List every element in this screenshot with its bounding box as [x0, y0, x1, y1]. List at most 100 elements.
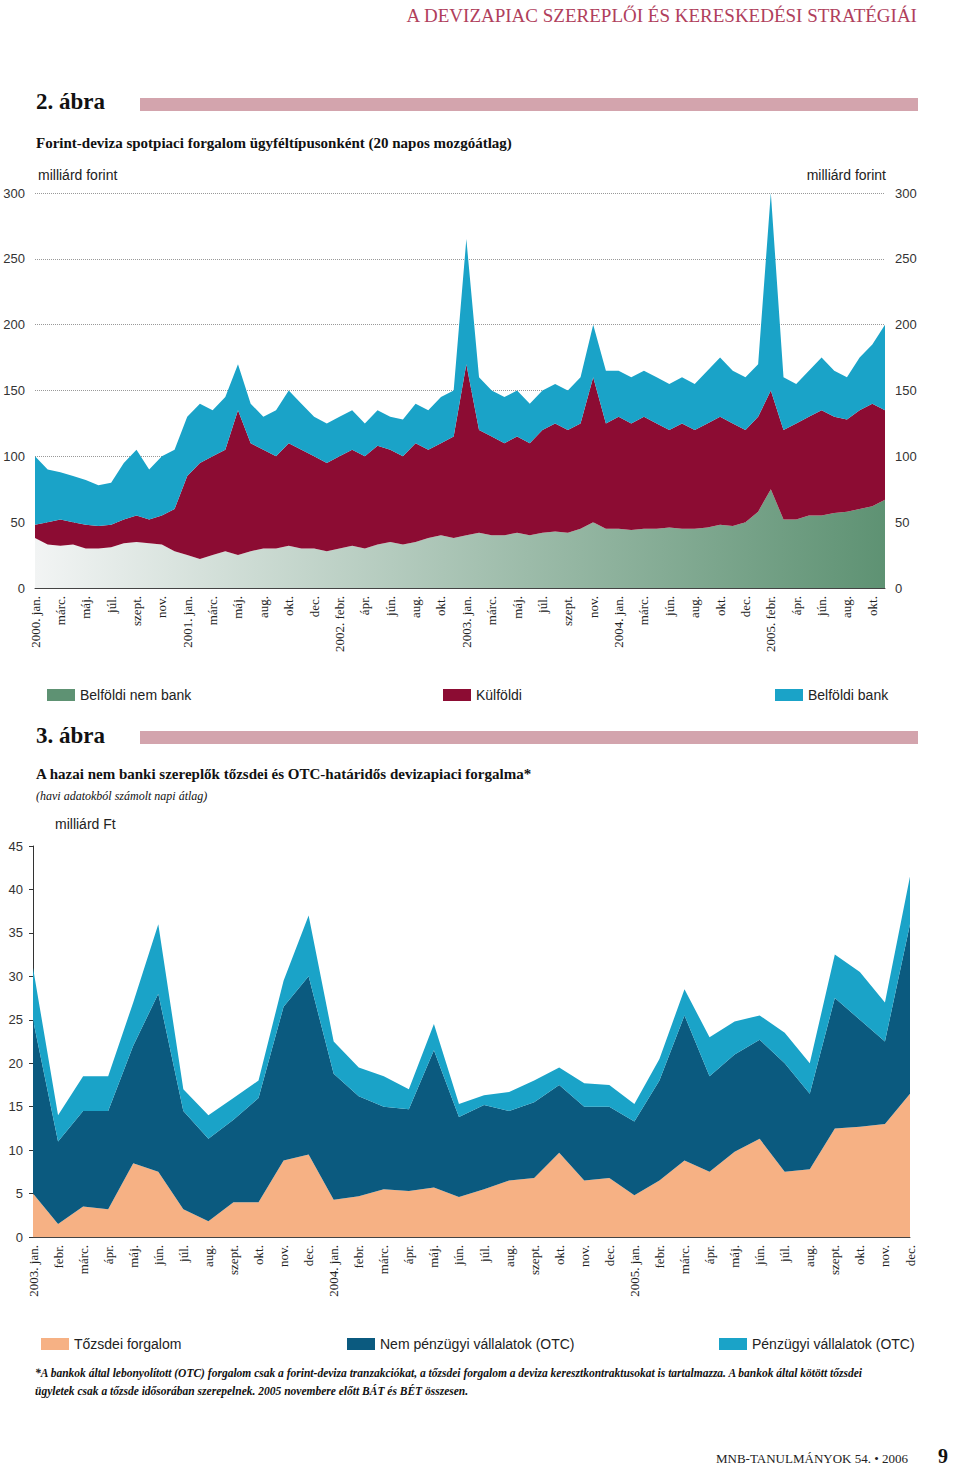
- svg-text:nov.: nov.: [586, 596, 601, 618]
- svg-text:nov.: nov.: [276, 1245, 291, 1267]
- svg-text:dec.: dec.: [602, 1245, 617, 1266]
- svg-text:2004. jan.: 2004. jan.: [611, 596, 626, 648]
- svg-text:50: 50: [895, 515, 909, 530]
- svg-text:nov.: nov.: [577, 1245, 592, 1267]
- svg-text:márc.: márc.: [677, 1245, 692, 1274]
- svg-text:aug.: aug.: [687, 596, 702, 618]
- svg-text:5: 5: [16, 1186, 23, 1201]
- svg-text:A hazai nem banki szereplők tő: A hazai nem banki szereplők tőzsdei és O…: [36, 766, 531, 782]
- svg-text:aug.: aug.: [408, 596, 423, 618]
- svg-text:jún.: jún.: [662, 596, 677, 617]
- svg-text:2002. febr.: 2002. febr.: [332, 596, 347, 652]
- svg-text:2. ábra: 2. ábra: [36, 89, 106, 114]
- svg-text:aug.: aug.: [802, 1245, 817, 1267]
- svg-text:júl.: júl.: [104, 596, 119, 614]
- svg-text:150: 150: [3, 383, 25, 398]
- svg-text:jún.: jún.: [151, 1245, 166, 1266]
- svg-text:jún.: jún.: [814, 596, 829, 617]
- svg-text:15: 15: [9, 1099, 23, 1114]
- svg-text:30: 30: [9, 969, 23, 984]
- svg-text:0: 0: [895, 581, 902, 596]
- svg-text:febr.: febr.: [351, 1245, 366, 1268]
- svg-text:2003. jan.: 2003. jan.: [459, 596, 474, 648]
- svg-text:okt.: okt.: [251, 1245, 266, 1265]
- svg-text:Pénzügyi vállalatok (OTC): Pénzügyi vállalatok (OTC): [752, 1336, 915, 1352]
- svg-text:júl.: júl.: [535, 596, 550, 614]
- svg-text:szept.: szept.: [827, 1245, 842, 1275]
- svg-text:máj.: máj.: [426, 1245, 441, 1268]
- svg-text:200: 200: [3, 317, 25, 332]
- svg-text:50: 50: [11, 515, 25, 530]
- svg-text:Külföldi: Külföldi: [476, 687, 522, 703]
- svg-text:nov.: nov.: [877, 1245, 892, 1267]
- svg-text:100: 100: [3, 449, 25, 464]
- svg-text:ápr.: ápr.: [401, 1245, 416, 1264]
- svg-text:szept.: szept.: [527, 1245, 542, 1275]
- svg-text:nov.: nov.: [154, 596, 169, 618]
- svg-text:ápr.: ápr.: [702, 1245, 717, 1264]
- svg-text:márc.: márc.: [484, 596, 499, 625]
- svg-text:aug.: aug.: [839, 596, 854, 618]
- svg-text:25: 25: [9, 1012, 23, 1027]
- svg-text:2005. jan.: 2005. jan.: [627, 1245, 642, 1297]
- svg-text:20: 20: [9, 1056, 23, 1071]
- svg-text:okt.: okt.: [552, 1245, 567, 1265]
- svg-text:MNB-TANULMÁNYOK 54. • 2006: MNB-TANULMÁNYOK 54. • 2006: [716, 1451, 909, 1466]
- svg-text:100: 100: [895, 449, 917, 464]
- svg-text:márc.: márc.: [636, 596, 651, 625]
- svg-text:szept.: szept.: [226, 1245, 241, 1275]
- svg-text:(havi adatokból számolt napi á: (havi adatokból számolt napi átlag): [36, 789, 207, 803]
- svg-text:máj.: máj.: [727, 1245, 742, 1268]
- svg-text:júl.: júl.: [176, 1245, 191, 1263]
- svg-text:250: 250: [3, 251, 25, 266]
- svg-text:milliárd forint: milliárd forint: [807, 167, 886, 183]
- svg-text:márc.: márc.: [205, 596, 220, 625]
- svg-text:febr.: febr.: [51, 1245, 66, 1268]
- svg-text:35: 35: [9, 925, 23, 940]
- svg-text:45: 45: [9, 839, 23, 854]
- svg-text:150: 150: [895, 383, 917, 398]
- svg-text:ápr.: ápr.: [357, 596, 372, 615]
- svg-text:máj.: máj.: [230, 596, 245, 619]
- svg-text:dec.: dec.: [738, 596, 753, 617]
- svg-text:jún.: jún.: [383, 596, 398, 617]
- svg-text:3. ábra: 3. ábra: [36, 723, 106, 748]
- svg-text:200: 200: [895, 317, 917, 332]
- svg-text:febr.: febr.: [652, 1245, 667, 1268]
- svg-text:jún.: jún.: [451, 1245, 466, 1266]
- svg-text:máj.: máj.: [78, 596, 93, 619]
- svg-text:2001. jan.: 2001. jan.: [180, 596, 195, 648]
- svg-text:9: 9: [938, 1445, 948, 1467]
- svg-text:0: 0: [18, 581, 25, 596]
- svg-text:márc.: márc.: [53, 596, 68, 625]
- svg-text:10: 10: [9, 1143, 23, 1158]
- svg-text:júl.: júl.: [777, 1245, 792, 1263]
- svg-text:Forint-deviza spotpiaci forgal: Forint-deviza spotpiaci forgalom ügyfélt…: [36, 135, 512, 152]
- svg-text:aug.: aug.: [256, 596, 271, 618]
- svg-text:márc.: márc.: [376, 1245, 391, 1274]
- svg-text:szept.: szept.: [560, 596, 575, 626]
- svg-text:A DEVIZAPIAC SZEREPLŐI ÉS KERE: A DEVIZAPIAC SZEREPLŐI ÉS KERESKEDÉSI ST…: [407, 5, 917, 26]
- svg-text:máj.: máj.: [510, 596, 525, 619]
- svg-text:júl.: júl.: [477, 1245, 492, 1263]
- svg-text:aug.: aug.: [502, 1245, 517, 1267]
- svg-text:Belföldi nem bank: Belföldi nem bank: [80, 687, 192, 703]
- svg-text:okt.: okt.: [865, 596, 880, 616]
- svg-text:okt.: okt.: [281, 596, 296, 616]
- svg-text:40: 40: [9, 882, 23, 897]
- svg-text:milliárd forint: milliárd forint: [38, 167, 117, 183]
- svg-text:ápr.: ápr.: [789, 596, 804, 615]
- svg-text:márc.: márc.: [76, 1245, 91, 1274]
- svg-text:250: 250: [895, 251, 917, 266]
- svg-text:2004. jan.: 2004. jan.: [326, 1245, 341, 1297]
- svg-text:aug.: aug.: [201, 1245, 216, 1267]
- svg-text:milliárd Ft: milliárd Ft: [55, 816, 116, 832]
- svg-text:2003. jan.: 2003. jan.: [26, 1245, 41, 1297]
- svg-text:okt.: okt.: [433, 596, 448, 616]
- svg-text:okt.: okt.: [713, 596, 728, 616]
- svg-text:300: 300: [895, 186, 917, 201]
- svg-text:*A bankok által lebonyolított: *A bankok által lebonyolított (OTC) forg…: [35, 1367, 865, 1380]
- svg-text:Tőzsdei forgalom: Tőzsdei forgalom: [74, 1336, 181, 1352]
- svg-text:ügyletek csak a tőzsde idősorá: ügyletek csak a tőzsde idősorában szerep…: [35, 1384, 468, 1398]
- svg-text:okt.: okt.: [852, 1245, 867, 1265]
